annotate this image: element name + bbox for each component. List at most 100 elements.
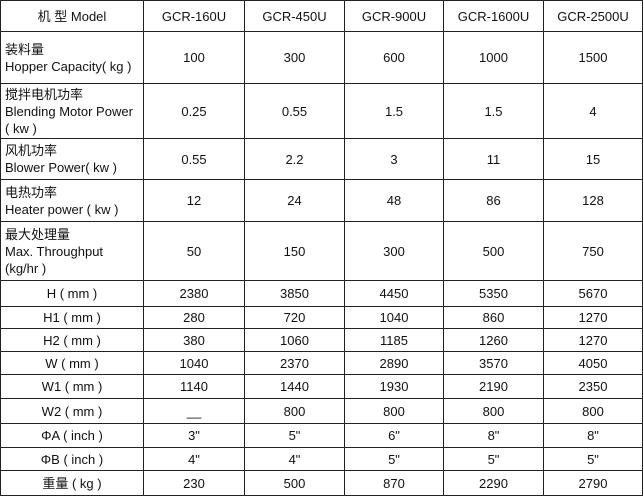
value-cell: 1060 bbox=[244, 328, 345, 352]
value-cell: 800 bbox=[244, 398, 345, 424]
value-cell: 128 bbox=[543, 179, 643, 222]
value-cell: 5350 bbox=[443, 280, 544, 307]
label-line: Heater power ( kw ) bbox=[5, 201, 119, 217]
value-cell: 860 bbox=[443, 306, 544, 329]
label-line: W1 ( mm ) bbox=[41, 379, 103, 394]
value-cell: 3 bbox=[344, 138, 444, 180]
value-cell: 3570 bbox=[443, 351, 544, 375]
value-cell: 720 bbox=[244, 306, 345, 329]
row-label: 风机功率 Blower Power( kw ) bbox=[0, 138, 144, 180]
value-cell: 800 bbox=[543, 398, 643, 424]
value-cell: 5" bbox=[543, 447, 643, 471]
label-line: ΦA ( inch ) bbox=[41, 428, 103, 443]
label-line: 装料量 bbox=[5, 41, 45, 57]
value-cell: 1260 bbox=[443, 328, 544, 352]
label-line: Max. Throughput bbox=[5, 243, 104, 259]
row-label: 最大处理量 Max. Throughput (kg/hr ) bbox=[0, 221, 144, 281]
row-label: ΦB ( inch ) bbox=[0, 447, 144, 471]
row-label: 搅拌电机功率 Blending Motor Power( kw ) bbox=[0, 83, 144, 139]
label-line: 重量 ( kg ) bbox=[42, 475, 102, 491]
value-cell: 600 bbox=[344, 31, 444, 84]
value-cell: 12 bbox=[143, 179, 245, 222]
value-cell: 4450 bbox=[344, 280, 444, 307]
value-cell: 1270 bbox=[543, 306, 643, 329]
label-line: Blending Motor Power bbox=[5, 103, 133, 119]
row-label: H ( mm ) bbox=[0, 280, 144, 307]
data-row: 装料量 Hopper Capacity( kg ) 100 300 600 1000 150… bbox=[0, 31, 643, 84]
data-row: H2 ( mm ) 380 1060 1185 1260 1270 bbox=[0, 328, 643, 352]
value-cell: 2190 bbox=[443, 374, 544, 399]
header-cell: GCR-160U bbox=[143, 0, 245, 32]
value-cell: 1500 bbox=[543, 31, 643, 84]
label-line: Blower Power( kw ) bbox=[5, 160, 117, 175]
row-label: ΦA ( inch ) bbox=[0, 423, 144, 448]
header-cell: GCR-1600U bbox=[443, 0, 544, 32]
label-line: H2 ( mm ) bbox=[43, 332, 101, 348]
value-cell: 1140 bbox=[143, 374, 245, 399]
value-cell: 1930 bbox=[344, 374, 444, 399]
label-line: ( kw ) bbox=[5, 120, 37, 136]
label-line: W ( mm ) bbox=[45, 355, 99, 371]
row-label: H1 ( mm ) bbox=[0, 306, 144, 329]
value-cell: 750 bbox=[543, 221, 643, 281]
data-row: ΦB ( inch ) 4" 4" 5" 5" 5" bbox=[0, 447, 643, 471]
row-label: 电热功率 Heater power ( kw ) bbox=[0, 179, 144, 222]
data-row: H ( mm ) 2380 3850 4450 5350 5670 bbox=[0, 280, 643, 307]
value-cell: 2890 bbox=[344, 351, 444, 375]
value-cell: 500 bbox=[244, 470, 345, 496]
value-cell: 11 bbox=[443, 138, 544, 180]
value-cell: 2290 bbox=[443, 470, 544, 496]
value-cell: 4" bbox=[244, 447, 345, 471]
data-row: ΦA ( inch ) 3" 5" 6" 8" 8" bbox=[0, 423, 643, 448]
label-line: (kg/hr ) bbox=[5, 260, 47, 276]
label-line: ΦB ( inch ) bbox=[40, 451, 104, 467]
header-cell: 机 型 Model bbox=[0, 0, 144, 32]
value-cell: 230 bbox=[143, 470, 245, 496]
value-cell: 800 bbox=[443, 398, 544, 424]
value-cell: 300 bbox=[244, 31, 345, 84]
value-cell: 1000 bbox=[443, 31, 544, 84]
value-cell: 5" bbox=[443, 447, 544, 471]
data-row: 最大处理量 Max. Throughput (kg/hr ) 50 150 300 500… bbox=[0, 221, 643, 281]
header-row: 机 型 Model GCR-160U GCR-450U GCR-900U GCR-160… bbox=[0, 0, 643, 32]
data-row: W1 ( mm ) 1140 1440 1930 2190 2350 bbox=[0, 374, 643, 399]
value-cell: __ bbox=[143, 398, 245, 424]
value-cell: 150 bbox=[244, 221, 345, 281]
value-cell: 380 bbox=[143, 328, 245, 352]
label-line: 风机功率 bbox=[5, 143, 58, 158]
data-row: 重量 ( kg ) 230 500 870 2290 2790 bbox=[0, 470, 643, 496]
data-row: H1 ( mm ) 280 720 1040 860 1270 bbox=[0, 306, 643, 329]
value-cell: 5" bbox=[244, 423, 345, 448]
value-cell: 280 bbox=[143, 306, 245, 329]
value-cell: 3850 bbox=[244, 280, 345, 307]
value-cell: 15 bbox=[543, 138, 643, 180]
value-cell: 1.5 bbox=[443, 83, 544, 139]
value-cell: 50 bbox=[143, 221, 245, 281]
value-cell: 870 bbox=[344, 470, 444, 496]
value-cell: 2350 bbox=[543, 374, 643, 399]
data-row: W2 ( mm ) __ 800 800 800 800 bbox=[0, 398, 643, 424]
value-cell: 6" bbox=[344, 423, 444, 448]
value-cell: 1040 bbox=[143, 351, 245, 375]
value-cell: 8" bbox=[543, 423, 643, 448]
value-cell: 4" bbox=[143, 447, 245, 471]
value-cell: 1440 bbox=[244, 374, 345, 399]
value-cell: 2790 bbox=[543, 470, 643, 496]
value-cell: 2370 bbox=[244, 351, 345, 375]
value-cell: 0.55 bbox=[143, 138, 245, 180]
header-cell: GCR-900U bbox=[344, 0, 444, 32]
row-label: W1 ( mm ) bbox=[0, 374, 144, 399]
value-cell: 500 bbox=[443, 221, 544, 281]
value-cell: 4050 bbox=[543, 351, 643, 375]
value-cell: 86 bbox=[443, 179, 544, 222]
value-cell: 48 bbox=[344, 179, 444, 222]
value-cell: 3" bbox=[143, 423, 245, 448]
value-cell: 1.5 bbox=[344, 83, 444, 139]
label-line: W2 ( mm ) bbox=[41, 403, 103, 419]
label-line: 最大处理量 bbox=[5, 226, 71, 242]
value-cell: 1270 bbox=[543, 328, 643, 352]
data-row: 电热功率 Heater power ( kw ) 12 24 48 86 128 bbox=[0, 179, 643, 222]
value-cell: 100 bbox=[143, 31, 245, 84]
